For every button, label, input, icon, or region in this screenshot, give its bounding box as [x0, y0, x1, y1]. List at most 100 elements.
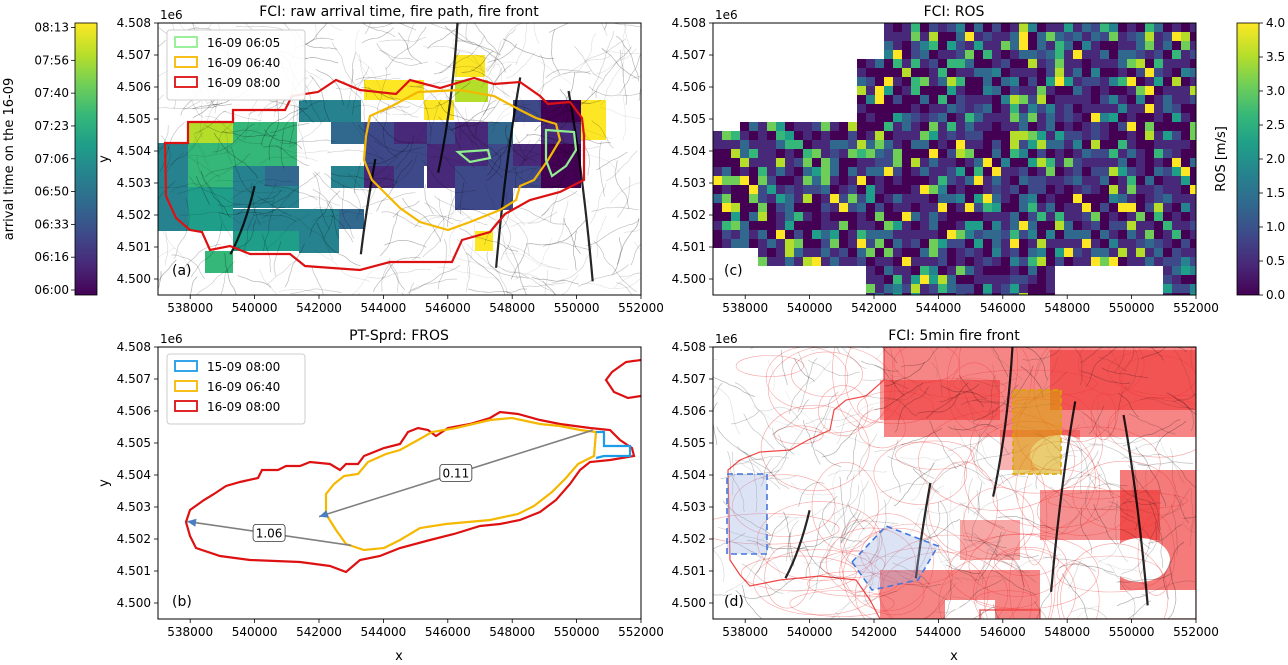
- ytick-label: 4.507: [117, 48, 151, 62]
- ros-cell: [1037, 293, 1046, 295]
- ros-cell: [1154, 194, 1163, 203]
- ros-cell: [956, 239, 965, 248]
- stream-line: [1190, 488, 1194, 533]
- stream-line: [444, 106, 495, 130]
- stream-line: [894, 386, 929, 433]
- ros-cell: [1028, 140, 1037, 149]
- stream-line: [863, 395, 918, 417]
- ros-cell: [1001, 77, 1010, 86]
- ros-cell: [812, 140, 821, 149]
- stream-line: [335, 77, 401, 90]
- ros-cell: [1091, 23, 1100, 32]
- stream-line: [731, 410, 760, 425]
- ros-cell: [1181, 77, 1190, 86]
- ros-cell: [1190, 194, 1196, 203]
- stream-line: [845, 347, 847, 350]
- ros-cell: [740, 167, 749, 176]
- ros-cell: [911, 23, 920, 32]
- ros-cell: [1154, 239, 1163, 248]
- stream-line: [1097, 542, 1122, 563]
- ros-cell: [830, 248, 839, 257]
- ros-cell: [1037, 194, 1046, 203]
- stream-line: [713, 593, 733, 596]
- ros-cell: [929, 275, 938, 284]
- ros-cell: [1145, 158, 1154, 167]
- ros-cell: [956, 284, 965, 293]
- ros-cell: [776, 176, 785, 185]
- ros-cell: [1064, 23, 1073, 32]
- ros-cell: [1028, 149, 1037, 158]
- ros-cell: [992, 230, 1001, 239]
- stream-line: [350, 52, 356, 84]
- stream-line: [544, 269, 549, 295]
- ros-cell: [1028, 32, 1037, 41]
- ros-cell: [965, 158, 974, 167]
- stream-line: [169, 132, 204, 166]
- ros-cell: [866, 68, 875, 77]
- stream-line: [158, 100, 201, 109]
- ros-cell: [848, 185, 857, 194]
- ros-cell: [1001, 50, 1010, 59]
- ros-cell: [992, 59, 1001, 68]
- ros-cell: [1055, 131, 1064, 140]
- stream-line: [1122, 347, 1134, 372]
- stream-line: [551, 244, 593, 284]
- ros-cell: [965, 23, 974, 32]
- ros-cell: [1019, 86, 1028, 95]
- front-contour: [767, 347, 896, 434]
- ros-cell: [1163, 266, 1172, 275]
- ros-cell: [821, 230, 830, 239]
- front-contour: [947, 347, 1032, 427]
- ros-cell: [1073, 257, 1082, 266]
- ros-cell: [902, 185, 911, 194]
- ros-cell: [1046, 230, 1055, 239]
- stream-line: [1183, 516, 1196, 519]
- ros-cell: [1127, 77, 1136, 86]
- stream-line: [373, 140, 423, 153]
- stream-line: [1062, 573, 1088, 619]
- xtick-label: 544000: [360, 301, 406, 315]
- stream-line: [409, 141, 444, 151]
- ros-cell: [1010, 41, 1019, 50]
- ros-cell: [1055, 41, 1064, 50]
- ros-cell: [1019, 230, 1028, 239]
- stream-line: [361, 23, 396, 38]
- stream-line: [615, 35, 639, 82]
- stream-line: [595, 46, 632, 98]
- ytick-label: 4.500: [117, 596, 151, 610]
- ros-cell: [794, 203, 803, 212]
- heat-cell: [331, 100, 361, 122]
- ros-cell: [866, 77, 875, 86]
- ros-cell: [974, 221, 983, 230]
- panel-a-ylabel: y: [97, 155, 112, 163]
- ros-cell: [911, 203, 920, 212]
- ros-cell: [884, 230, 893, 239]
- ros-cell: [902, 167, 911, 176]
- ros-cell: [1127, 194, 1136, 203]
- stream-line: [836, 407, 852, 445]
- ros-cell: [875, 104, 884, 113]
- ros-cell: [956, 77, 965, 86]
- ros-cell: [938, 293, 947, 295]
- stream-line: [264, 213, 312, 251]
- stream-line: [164, 230, 169, 266]
- panel-b-offset: 1e6: [160, 332, 183, 346]
- ytick-label: 4.507: [672, 48, 706, 62]
- stream-line: [1114, 500, 1128, 562]
- stream-line: [581, 277, 641, 290]
- ros-cell: [1118, 41, 1127, 50]
- ros-cell: [1145, 23, 1154, 32]
- ros-cell: [1145, 59, 1154, 68]
- ros-cell: [1127, 149, 1136, 158]
- stream-line: [1144, 397, 1196, 410]
- stream-line: [601, 47, 639, 80]
- stream-line: [591, 31, 614, 96]
- ros-cell: [1046, 221, 1055, 230]
- front-contour: [825, 527, 917, 598]
- stream-line: [395, 134, 414, 170]
- ros-cell: [1019, 68, 1028, 77]
- front-contour: [1137, 514, 1175, 596]
- ros-cell: [974, 176, 983, 185]
- ros-cell: [1019, 122, 1028, 131]
- ytick-label: 4.501: [117, 240, 151, 254]
